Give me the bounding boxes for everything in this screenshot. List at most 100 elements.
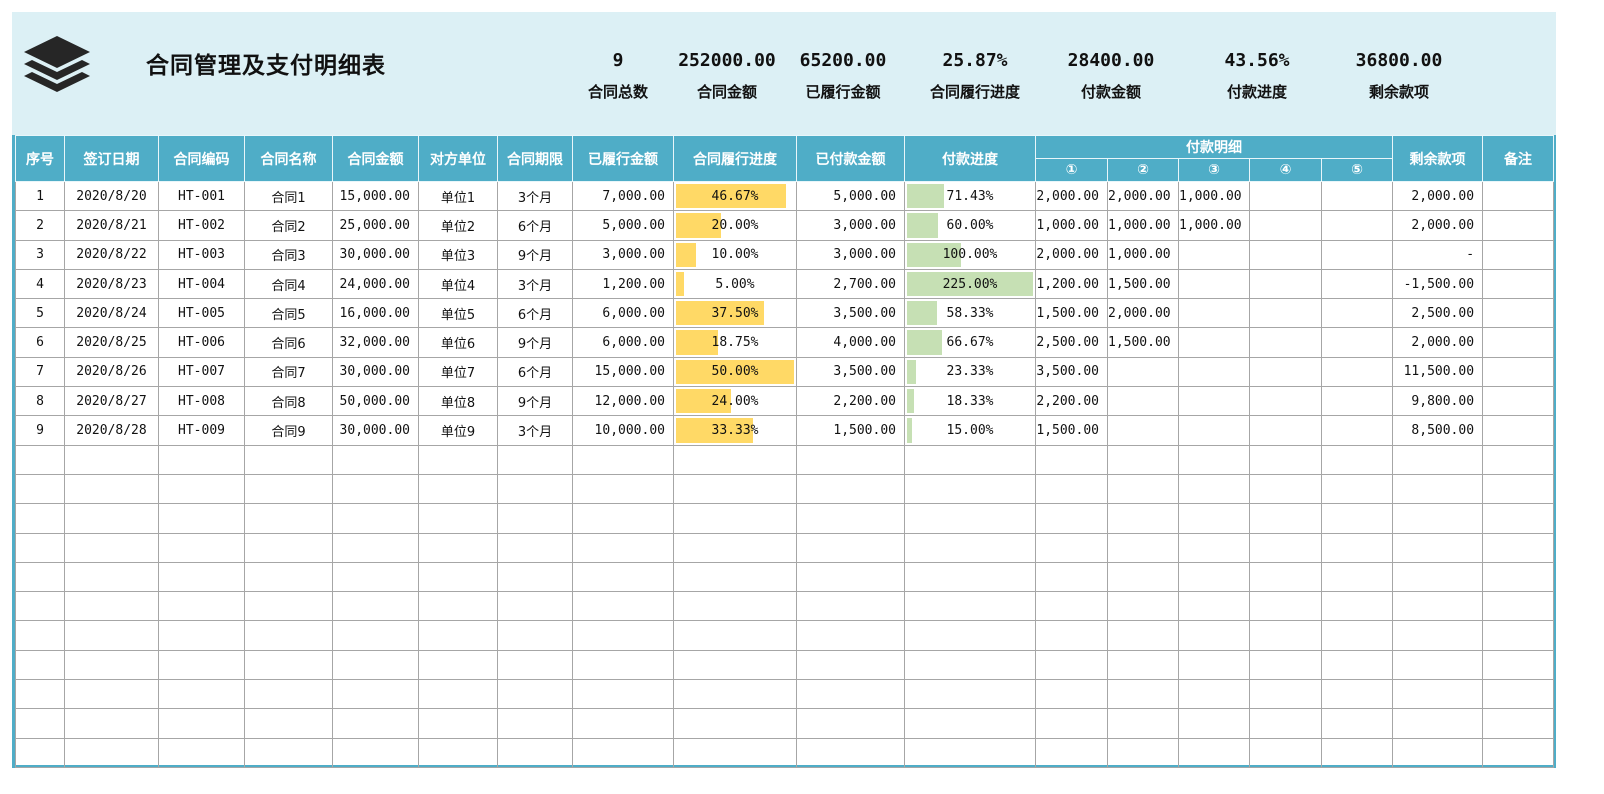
empty-cell[interactable] [64,649,159,681]
empty-cell[interactable] [1035,561,1108,593]
empty-cell[interactable] [1320,591,1394,622]
col-header-name[interactable]: 合同名称 [244,135,333,182]
empty-cell[interactable] [1035,737,1108,768]
empty-cell[interactable] [1249,532,1322,563]
col-header-date[interactable]: 签订日期 [64,135,159,182]
cell-term[interactable]: 6个月 [497,298,573,329]
col-header-payment-1[interactable]: ① [1035,158,1108,182]
cell-amount[interactable]: 30,000.00 [332,239,419,270]
empty-cell[interactable] [158,649,245,681]
cell-amount[interactable]: 30,000.00 [332,415,419,446]
empty-cell[interactable] [1392,649,1484,681]
cell-p4[interactable] [1249,298,1322,329]
cell-no[interactable]: 5 [15,298,65,329]
empty-cell[interactable] [332,591,419,622]
cell-pay-pct[interactable]: 58.33% [904,298,1036,329]
empty-cell[interactable] [572,503,674,534]
cell-term[interactable]: 9个月 [497,239,573,270]
empty-cell[interactable] [1178,649,1250,681]
cell-performed[interactable]: 10,000.00 [572,415,674,446]
cell-amount[interactable]: 50,000.00 [332,386,419,417]
cell-note[interactable] [1482,415,1555,446]
empty-cell[interactable] [796,532,905,563]
empty-cell[interactable] [1249,708,1322,739]
col-header-performed[interactable]: 已履行金额 [572,135,674,182]
cell-party[interactable]: 单位3 [418,239,498,270]
cell-p1[interactable]: 2,500.00 [1035,327,1108,358]
empty-cell[interactable] [418,532,498,563]
empty-cell[interactable] [1107,444,1179,475]
empty-cell[interactable] [1320,649,1394,681]
cell-p3[interactable] [1178,386,1250,417]
cell-party[interactable]: 单位4 [418,268,498,300]
cell-p4[interactable] [1249,268,1322,300]
empty-cell[interactable] [332,561,419,593]
empty-cell[interactable] [497,679,573,710]
empty-cell[interactable] [1392,620,1484,651]
empty-cell[interactable] [1035,591,1108,622]
empty-cell[interactable] [796,503,905,534]
empty-cell[interactable] [15,532,65,563]
empty-cell[interactable] [1392,737,1484,768]
cell-party[interactable]: 单位6 [418,327,498,358]
empty-cell[interactable] [904,620,1036,651]
empty-cell[interactable] [244,708,333,739]
cell-name[interactable]: 合同6 [244,327,333,358]
empty-cell[interactable] [332,503,419,534]
empty-cell[interactable] [64,620,159,651]
empty-cell[interactable] [158,591,245,622]
cell-date[interactable]: 2020/8/27 [64,386,159,417]
col-header-perf-progress[interactable]: 合同履行进度 [673,135,797,182]
col-header-remaining[interactable]: 剩余款项 [1392,135,1484,182]
cell-remain[interactable]: 11,500.00 [1392,356,1484,388]
cell-note[interactable] [1482,210,1555,241]
cell-performed[interactable]: 15,000.00 [572,356,674,388]
empty-cell[interactable] [1392,473,1484,505]
empty-cell[interactable] [15,473,65,505]
cell-perf-pct[interactable]: 5.00% [673,268,797,300]
col-header-note[interactable]: 备注 [1482,135,1555,182]
empty-cell[interactable] [796,444,905,475]
col-header-pay-progress[interactable]: 付款进度 [904,135,1036,182]
cell-performed[interactable]: 1,200.00 [572,268,674,300]
empty-cell[interactable] [1482,532,1555,563]
empty-cell[interactable] [1035,473,1108,505]
empty-cell[interactable] [572,473,674,505]
empty-cell[interactable] [1178,444,1250,475]
cell-party[interactable]: 单位9 [418,415,498,446]
cell-paid[interactable]: 2,700.00 [796,268,905,300]
empty-cell[interactable] [64,737,159,768]
empty-cell[interactable] [904,503,1036,534]
cell-party[interactable]: 单位7 [418,356,498,388]
cell-name[interactable]: 合同2 [244,210,333,241]
empty-cell[interactable] [1482,708,1555,739]
empty-cell[interactable] [1320,473,1394,505]
cell-date[interactable]: 2020/8/28 [64,415,159,446]
empty-cell[interactable] [1482,503,1555,534]
empty-cell[interactable] [1392,679,1484,710]
cell-paid[interactable]: 3,000.00 [796,239,905,270]
empty-cell[interactable] [1249,737,1322,768]
cell-party[interactable]: 单位8 [418,386,498,417]
cell-p1[interactable]: 2,000.00 [1035,180,1108,212]
empty-cell[interactable] [158,708,245,739]
cell-code[interactable]: HT-007 [158,356,245,388]
empty-cell[interactable] [1107,591,1179,622]
cell-code[interactable]: HT-009 [158,415,245,446]
empty-cell[interactable] [673,473,797,505]
empty-cell[interactable] [497,561,573,593]
empty-cell[interactable] [418,649,498,681]
empty-cell[interactable] [418,503,498,534]
cell-p4[interactable] [1249,239,1322,270]
empty-cell[interactable] [1107,503,1179,534]
cell-p2[interactable]: 1,000.00 [1107,239,1179,270]
cell-p1[interactable]: 1,500.00 [1035,415,1108,446]
empty-cell[interactable] [418,708,498,739]
cell-p4[interactable] [1249,327,1322,358]
empty-cell[interactable] [332,679,419,710]
empty-cell[interactable] [1482,679,1555,710]
empty-cell[interactable] [1320,737,1394,768]
empty-cell[interactable] [1035,708,1108,739]
empty-cell[interactable] [904,737,1036,768]
empty-cell[interactable] [1107,737,1179,768]
